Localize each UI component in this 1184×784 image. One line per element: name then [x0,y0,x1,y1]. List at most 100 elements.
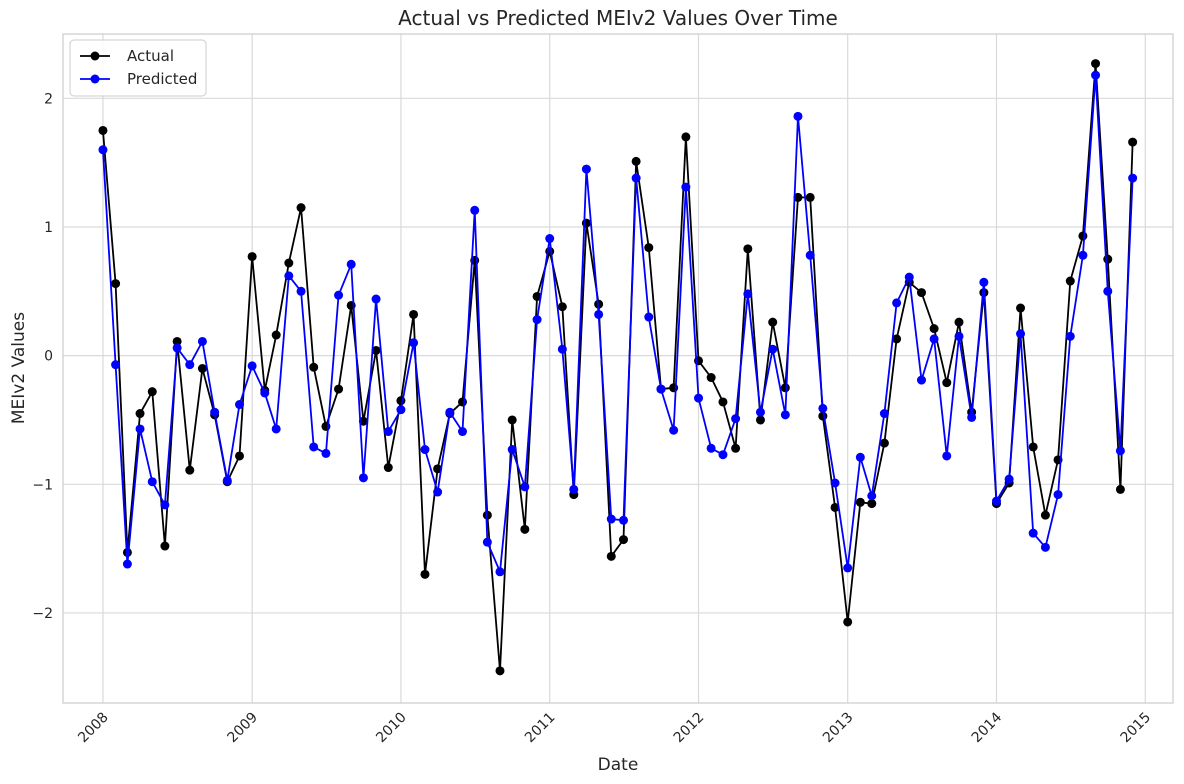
data-point-predicted [793,111,803,121]
data-point-predicted [594,309,604,319]
data-point-predicted [892,298,902,308]
data-point-predicted [284,271,294,281]
data-point-predicted [1128,173,1138,183]
data-point-predicted [631,173,641,183]
data-point-predicted [942,451,952,461]
data-point-predicted [606,514,616,524]
data-point-predicted [1016,329,1026,339]
data-point-predicted [855,452,865,462]
data-point-actual [606,551,616,561]
data-point-predicted [532,315,542,325]
data-point-actual [482,510,492,520]
data-point-predicted [433,487,443,497]
data-point-predicted [457,427,467,437]
data-point-actual [942,378,952,388]
data-point-actual [855,497,865,507]
data-point-actual [495,666,505,676]
x-tick-label: 2014 [969,709,1006,746]
data-point-actual [172,336,182,346]
data-point-predicted [718,450,728,460]
data-point-predicted [916,375,926,385]
data-point-predicted [768,344,778,354]
data-point-predicted [507,445,517,455]
data-point-predicted [929,334,939,344]
data-point-predicted [569,484,579,494]
data-point-actual [805,192,815,202]
data-point-actual [718,397,728,407]
data-point-actual [681,132,691,142]
data-point-actual [892,334,902,344]
data-point-actual [309,362,319,372]
data-point-predicted [122,559,132,569]
data-point-predicted [1004,474,1014,484]
data-point-predicted [879,409,889,419]
data-point-actual [644,243,654,253]
data-point-actual [532,291,542,301]
x-tick-label: 2015 [1118,710,1155,747]
data-point-predicted [147,477,157,487]
chart-title: Actual vs Predicted MEIv2 Values Over Ti… [398,6,838,30]
data-point-predicted [780,410,790,420]
data-point-actual [743,244,753,254]
data-point-predicted [967,412,977,422]
data-point-actual [409,309,419,319]
data-point-predicted [818,403,828,413]
data-point-predicted [1040,542,1050,552]
data-point-predicted [247,361,257,371]
plot-frame [62,33,1174,704]
data-point-predicted [545,234,555,244]
data-point-predicted [482,537,492,547]
series-layer [98,59,1138,676]
data-point-actual [247,252,257,262]
data-point-actual [185,465,195,475]
data-point-actual [916,288,926,298]
data-point-predicted [656,384,666,394]
data-point-actual [1016,303,1026,313]
data-point-predicted [520,482,530,492]
data-point-actual [111,279,121,289]
data-point-predicted [495,567,505,577]
series-predicted [98,70,1138,577]
data-point-predicted [160,500,170,510]
data-point-actual [135,409,145,419]
data-point-predicted [197,336,207,346]
data-point-predicted [805,250,815,260]
data-point-predicted [396,405,406,415]
y-tick-label: 2 [44,91,53,107]
data-point-actual [793,192,803,202]
y-tick-label: 1 [44,220,53,236]
data-point-actual [768,317,778,327]
data-point-predicted [743,289,753,299]
data-point-predicted [644,312,654,322]
legend-label-actual: Actual [127,47,174,65]
data-point-predicted [557,344,567,354]
legend-marker-predicted [90,74,100,84]
data-point-predicted [681,182,691,192]
data-point-predicted [296,286,306,296]
data-point-predicted [222,475,232,485]
data-point-actual [147,387,157,397]
data-point-predicted [334,290,344,300]
y-tick-label: 0 [44,349,53,365]
data-point-predicted [321,448,331,458]
data-point-predicted [135,424,145,434]
x-tick-label: 2011 [522,710,559,747]
data-point-predicted [619,515,628,525]
legend-marker-actual [90,51,100,61]
data-point-actual [731,443,741,453]
x-tick-label: 2012 [671,710,708,747]
x-tick-label: 2013 [820,710,857,747]
data-point-predicted [371,294,381,304]
data-point-actual [1078,231,1088,241]
data-point-predicted [830,478,840,488]
grid [63,34,1173,703]
y-tick-label: −2 [32,606,53,622]
data-point-predicted [706,443,716,453]
data-point-predicted [1091,70,1101,80]
data-point-actual [557,302,567,312]
data-point-actual [1103,254,1113,264]
legend-label-predicted: Predicted [127,70,197,88]
data-point-actual [1065,276,1075,286]
data-point-actual [284,258,294,268]
